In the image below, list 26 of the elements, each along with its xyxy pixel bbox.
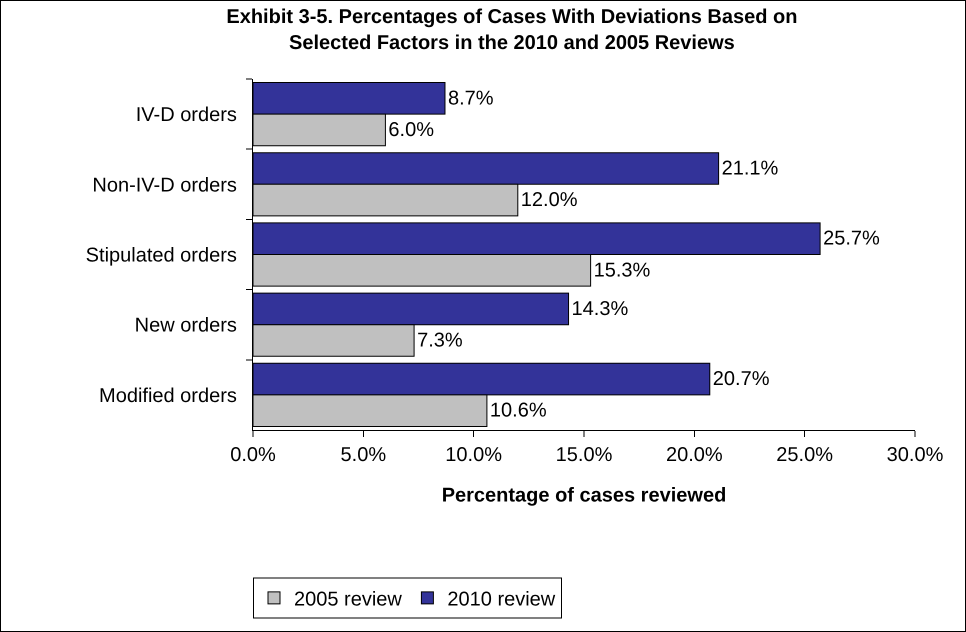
x-axis-title: Percentage of cases reviewed xyxy=(442,484,726,506)
x-tick-label: 20.0% xyxy=(666,444,723,466)
data-label: 25.7% xyxy=(823,228,880,250)
data-label: 7.3% xyxy=(417,329,463,352)
data-label: 6.0% xyxy=(388,118,434,141)
data-label: 21.1% xyxy=(722,158,779,180)
legend-label: 2010 review xyxy=(447,588,556,611)
y-tick-label: IV-D orders xyxy=(136,104,248,126)
y-tick-label: New orders xyxy=(134,314,248,337)
data-label: 14.3% xyxy=(572,298,628,320)
x-tick-label: 15.0% xyxy=(556,444,613,466)
y-tick-label: Non-IV-D orders xyxy=(92,174,248,196)
x-tick-label: 30.0% xyxy=(886,444,944,466)
data-label: 8.7% xyxy=(448,87,494,110)
x-tick-label: 25.0% xyxy=(776,444,834,466)
data-label: 20.7% xyxy=(712,368,770,390)
data-label: 12.0% xyxy=(520,189,578,212)
data-label: 10.6% xyxy=(490,400,547,422)
x-tick-label: 10.0% xyxy=(445,444,502,466)
x-tick-label: 0.0% xyxy=(230,444,276,466)
x-tick-label: 5.0% xyxy=(340,444,386,466)
legend-label: 2005 review xyxy=(294,588,402,611)
y-tick-label: Stipulated orders xyxy=(86,244,248,266)
chart-title: Exhibit 3-5. Percentages of Cases With Deviations Based on Selected Factors in the 2010 and 2005 Reviews xyxy=(226,6,798,54)
y-tick-label: Modified orders xyxy=(99,384,248,407)
data-label: 15.3% xyxy=(594,259,651,282)
